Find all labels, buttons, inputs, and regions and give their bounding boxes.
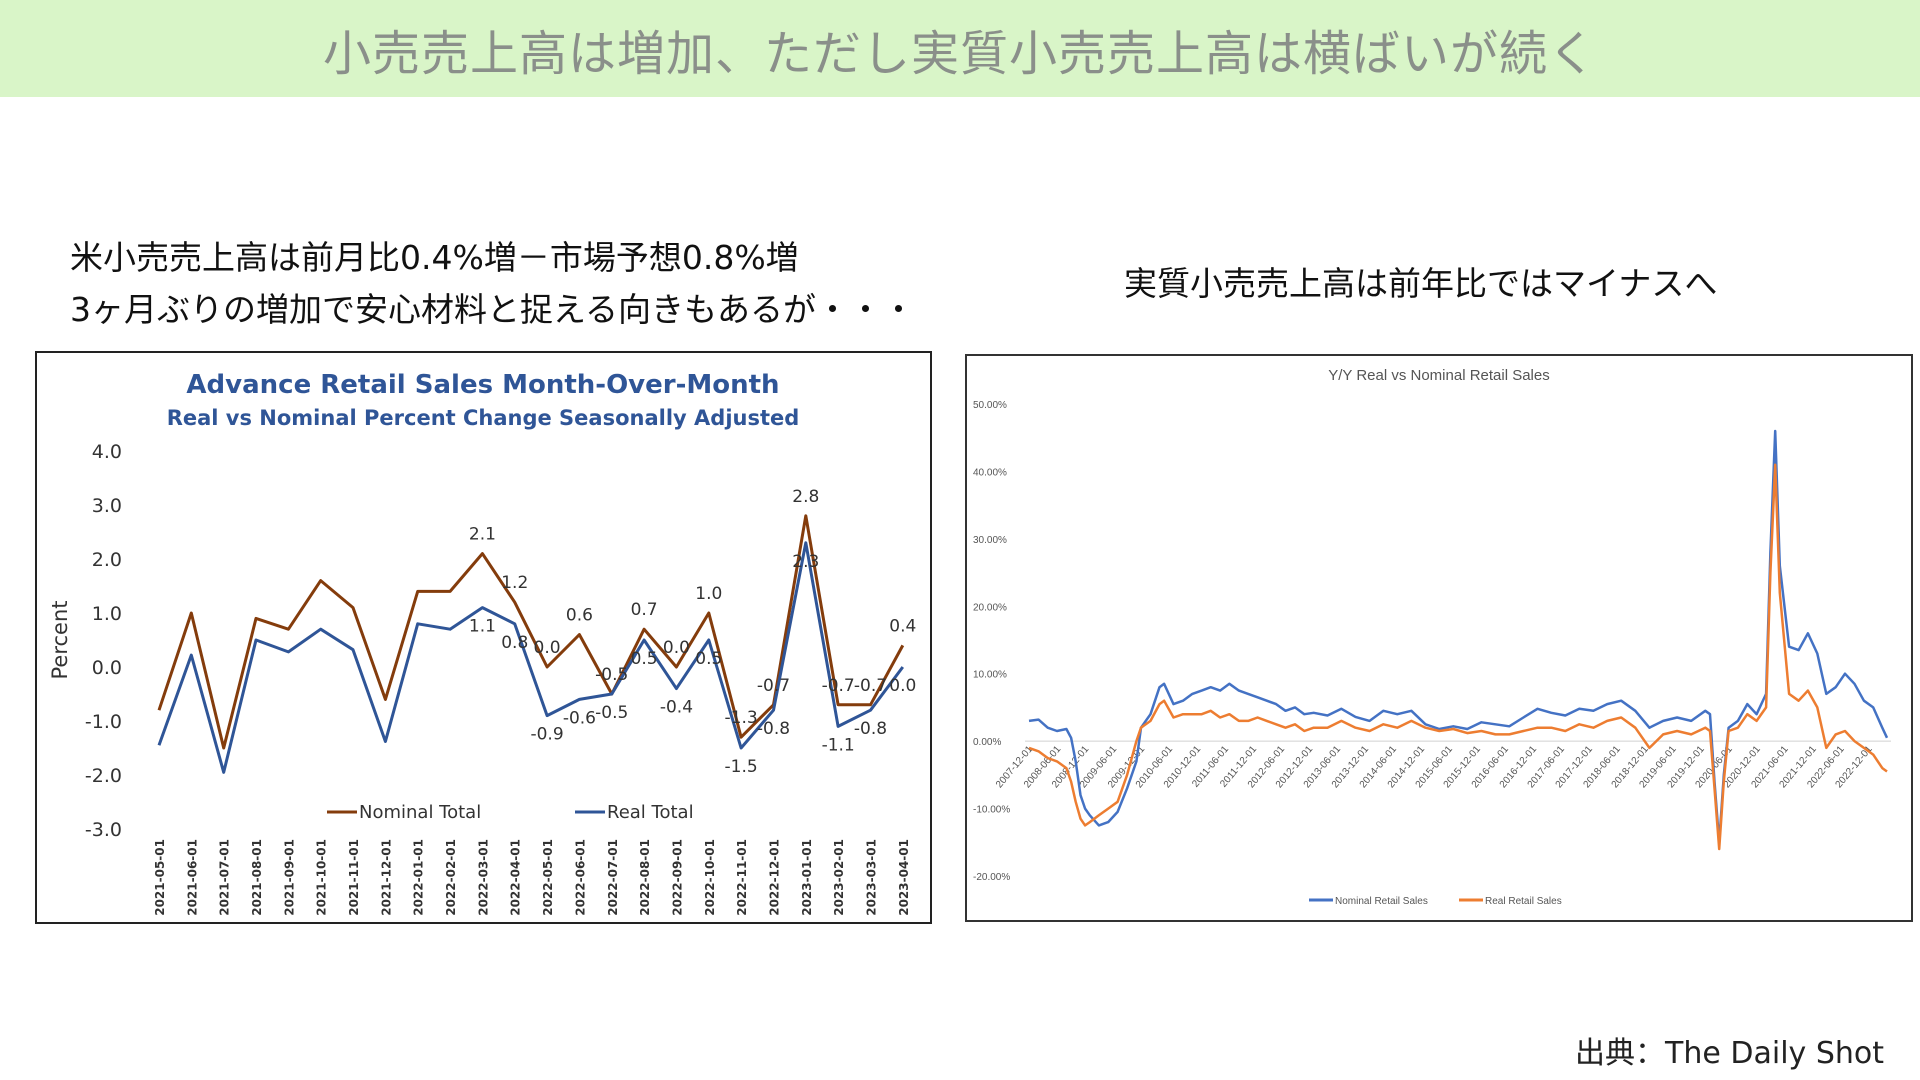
x-tick-label: 2022-06-01 bbox=[573, 839, 587, 916]
x-tick-label: 2021-10-01 bbox=[315, 839, 329, 916]
x-tick-label: 2021-08-01 bbox=[250, 839, 264, 916]
data-label-nominal: 0.0 bbox=[534, 638, 561, 658]
data-label-real: -1.5 bbox=[725, 757, 758, 777]
x-tick-label: 2022-08-01 bbox=[638, 839, 652, 916]
x-tick-label: 2022-11-01 bbox=[735, 839, 749, 916]
mom-chart-panel: Advance Retail Sales Month-Over-Month Rea… bbox=[35, 351, 932, 924]
data-label-real: -1.1 bbox=[822, 735, 855, 755]
y-tick-label: 0.0 bbox=[92, 657, 122, 679]
data-label-real: 1.1 bbox=[469, 617, 496, 637]
y-tick-label: -20.00% bbox=[973, 872, 1010, 883]
data-label-real: -0.5 bbox=[595, 703, 628, 723]
data-label-real: 0.5 bbox=[631, 649, 658, 669]
series-line-nominal bbox=[157, 514, 905, 750]
y-tick-label: 1.0 bbox=[92, 603, 122, 625]
y-tick-label: -3.0 bbox=[85, 819, 122, 841]
y-tick-label: 2.0 bbox=[92, 549, 122, 571]
data-label-nominal: -0.5 bbox=[595, 665, 628, 685]
y-tick-label: 20.00% bbox=[973, 602, 1007, 613]
x-tick-label: 2022-05-01 bbox=[541, 839, 555, 916]
data-label-real: -0.9 bbox=[530, 725, 563, 745]
data-label-real: -0.8 bbox=[854, 719, 887, 739]
x-tick-label: 2022-02-01 bbox=[444, 839, 458, 916]
data-label-nominal: -0.7 bbox=[854, 676, 887, 696]
legend-entry: Real Total bbox=[607, 802, 694, 823]
data-label-nominal: 0.4 bbox=[889, 616, 916, 636]
data-label-nominal: -0.7 bbox=[757, 676, 790, 696]
legend-entry: Real Retail Sales bbox=[1485, 896, 1562, 907]
data-label-nominal: 2.1 bbox=[469, 525, 496, 545]
y-tick-label: 0.00% bbox=[973, 737, 1001, 748]
data-label-real: -0.6 bbox=[563, 708, 596, 728]
x-tick-label: 2021-06-01 bbox=[185, 839, 199, 916]
yoy-line-chart: Y/Y Real vs Nominal Retail Sales 50.00% 40… bbox=[973, 367, 1891, 907]
right-caption: 実質小売売上高は前年比ではマイナスへ bbox=[1124, 264, 1718, 303]
series-line-real bbox=[1028, 463, 1888, 851]
data-label-nominal: 2.8 bbox=[792, 487, 819, 507]
data-label-nominal: 1.0 bbox=[695, 584, 722, 604]
y-tick-label: 10.00% bbox=[973, 670, 1007, 681]
x-tick-label: 2023-02-01 bbox=[832, 839, 846, 916]
x-tick-label: 2022-10-01 bbox=[703, 839, 717, 916]
yoy-chart-panel: Y/Y Real vs Nominal Retail Sales 50.00% 40… bbox=[965, 354, 1913, 922]
y-tick-label: -1.0 bbox=[85, 711, 122, 733]
chart-title: Y/Y Real vs Nominal Retail Sales bbox=[1328, 367, 1549, 384]
x-tick-label: 2022-03-01 bbox=[476, 839, 490, 916]
y-tick-label: 30.00% bbox=[973, 535, 1007, 546]
data-label-real: 0.0 bbox=[889, 676, 916, 696]
data-label-nominal: 0.7 bbox=[631, 600, 658, 620]
x-tick-label: 2022-07-01 bbox=[606, 839, 620, 916]
data-label-real: -0.4 bbox=[660, 698, 693, 718]
y-tick-label: 4.0 bbox=[92, 441, 122, 463]
x-tick-label: 2023-01-01 bbox=[800, 839, 814, 916]
data-label-real: -0.8 bbox=[757, 719, 790, 739]
data-label-nominal: 0.6 bbox=[566, 606, 593, 626]
data-label-real: 2.3 bbox=[792, 552, 819, 572]
legend-entry: Nominal Retail Sales bbox=[1335, 896, 1428, 907]
data-label-real: 0.8 bbox=[501, 633, 528, 653]
x-tick-label: 2021-05-01 bbox=[153, 839, 167, 916]
y-tick-label: -2.0 bbox=[85, 765, 122, 787]
x-tick-label: 2022-01-01 bbox=[412, 839, 426, 916]
y-tick-label: 40.00% bbox=[973, 467, 1007, 478]
data-label-nominal: 1.2 bbox=[501, 573, 528, 593]
x-tick-label: 2023-04-01 bbox=[897, 839, 911, 916]
x-tick-label: 2022-12-01 bbox=[767, 839, 781, 916]
chart-subtitle: Real vs Nominal Percent Change Seasonall… bbox=[167, 406, 800, 430]
chart-title: Advance Retail Sales Month-Over-Month bbox=[186, 370, 779, 400]
x-tick-label: 2021-07-01 bbox=[218, 839, 232, 916]
source-credit: 出典：The Daily Shot bbox=[1575, 1036, 1884, 1071]
data-label-nominal: 0.0 bbox=[663, 638, 690, 658]
x-tick-label: 2022-09-01 bbox=[670, 839, 684, 916]
title-banner: 小売売上高は増加、ただし実質小売売上高は横ばいが続く bbox=[0, 0, 1920, 97]
data-label-real: 0.5 bbox=[695, 649, 722, 669]
left-caption: 米小売売上高は前月比0.4%増－市場予想0.8%増 3ヶ月ぶりの増加で安心材料と… bbox=[70, 232, 915, 336]
x-tick-label: 2021-12-01 bbox=[379, 839, 393, 916]
left-caption-line-2: 3ヶ月ぶりの増加で安心材料と捉える向きもあるが・・・ bbox=[70, 290, 916, 329]
y-axis-label: Percent bbox=[48, 600, 72, 679]
mom-line-chart: Advance Retail Sales Month-Over-Month Rea… bbox=[48, 370, 916, 916]
y-tick-label: 3.0 bbox=[92, 495, 122, 517]
data-label-nominal: -1.3 bbox=[725, 708, 758, 728]
x-tick-label: 2021-09-01 bbox=[282, 839, 296, 916]
y-tick-label: -10.00% bbox=[973, 805, 1010, 816]
x-tick-label: 2021-11-01 bbox=[347, 839, 361, 916]
legend-entry: Nominal Total bbox=[359, 802, 481, 823]
left-caption-line-1: 米小売売上高は前月比0.4%増－市場予想0.8%増 bbox=[70, 238, 799, 277]
x-tick-label: 2022-04-01 bbox=[509, 839, 523, 916]
series-line-real bbox=[157, 541, 905, 774]
page-title: 小売売上高は増加、ただし実質小売売上高は横ばいが続く bbox=[322, 25, 1597, 82]
y-tick-label: 50.00% bbox=[973, 400, 1007, 411]
data-label-nominal: -0.7 bbox=[822, 676, 855, 696]
x-tick-label: 2023-03-01 bbox=[864, 839, 878, 916]
